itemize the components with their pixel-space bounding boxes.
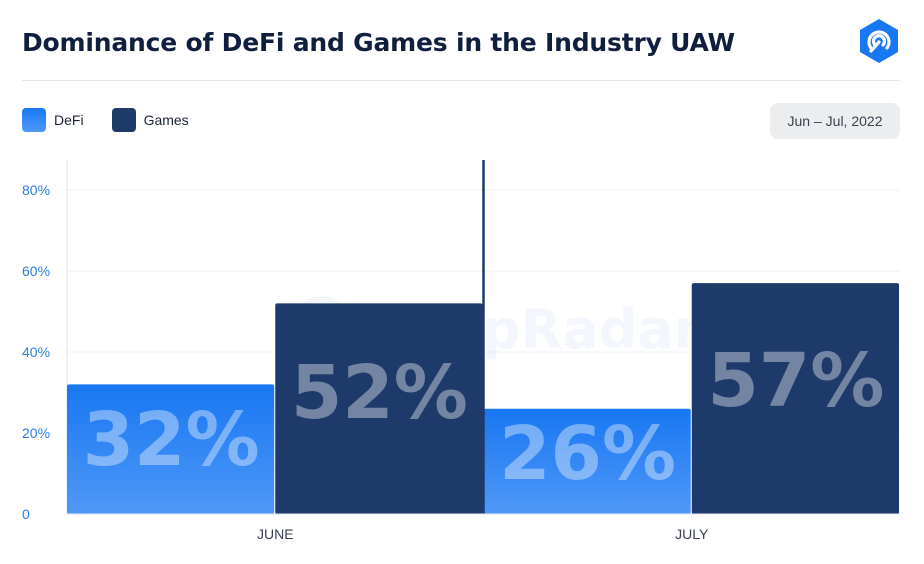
legend-item-defi[interactable]: DeFi xyxy=(22,108,84,132)
bar-value-label-defi-june: 32% xyxy=(83,397,260,483)
chart-title: Dominance of DeFi and Games in the Indus… xyxy=(22,28,735,57)
legend-item-games[interactable]: Games xyxy=(111,108,189,132)
y-tick-label: 40% xyxy=(22,344,50,360)
legend-label-defi: DeFi xyxy=(54,112,84,128)
date-range-badge[interactable]: Jun – Jul, 2022 xyxy=(770,103,900,139)
bar-defi-july xyxy=(483,408,691,514)
chart-legend: DeFi Games xyxy=(22,108,217,132)
dappradar-logo-icon xyxy=(860,19,898,63)
legend-swatch-games xyxy=(111,108,136,132)
bar-games-july xyxy=(691,283,899,514)
bar-games-june xyxy=(275,303,483,514)
legend-swatch-defi xyxy=(22,108,46,132)
bar-value-label-defi-july: 26% xyxy=(499,411,676,497)
y-tick-label: 80% xyxy=(22,182,50,198)
x-category-label: JULY xyxy=(675,526,709,542)
bar-value-label-games-july: 57% xyxy=(707,338,884,424)
bar-defi-june xyxy=(67,384,275,514)
x-category-label: JUNE xyxy=(257,526,294,542)
legend-label-games: Games xyxy=(143,112,189,128)
y-tick-label: 0 xyxy=(22,506,30,522)
y-tick-label: 20% xyxy=(22,425,50,441)
bar-value-label-games-june: 52% xyxy=(291,350,468,436)
bar-chart: 020%40%60%80%DappRadar32%52%JUNE26%57%JU… xyxy=(22,160,900,542)
y-tick-label: 60% xyxy=(22,263,50,279)
header-divider xyxy=(22,80,900,81)
